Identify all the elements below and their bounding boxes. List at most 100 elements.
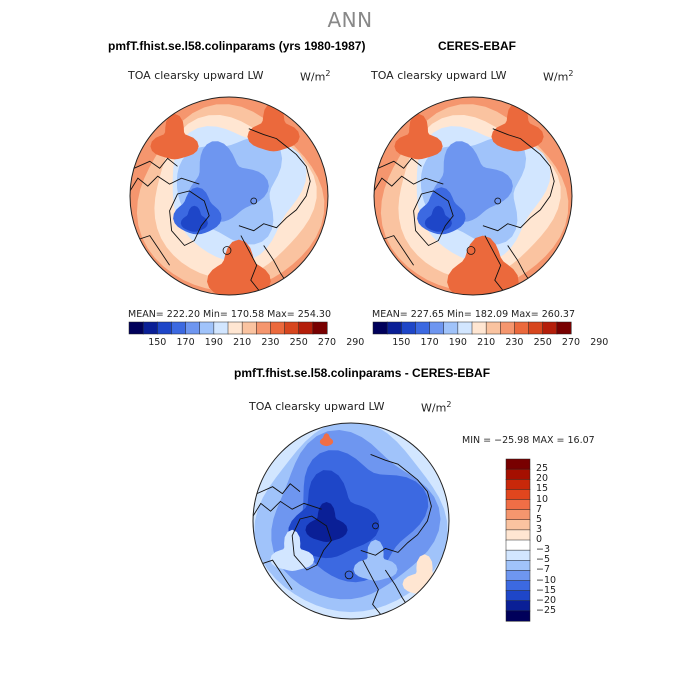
colorbar-tick-label: −7: [536, 564, 551, 576]
panel1-colorbar-ticks: 150 170 190 210 230 250 270 290: [129, 337, 364, 349]
coastline-svalbard: [250, 197, 258, 205]
colorbar-tick-label: 170: [176, 337, 195, 348]
contour-band: [353, 539, 398, 581]
colorbar-tick-label: −5: [536, 554, 551, 566]
coastline-alaska: [377, 157, 422, 169]
colorbar-tick-label: 210: [233, 337, 252, 348]
coastline-iceland: [222, 246, 232, 255]
colorbar-box: [213, 321, 229, 335]
colorbar-box: [505, 610, 531, 622]
colorbar-box: [505, 509, 531, 521]
colorbar-tick-label: 10: [536, 493, 549, 505]
colorbar-box: [157, 321, 172, 335]
coastline-scandinavia: [362, 559, 381, 615]
colorbar-box: [505, 600, 531, 612]
colorbar-tick-label: 190: [204, 337, 223, 348]
colorbar-tick-label: 20: [536, 473, 549, 485]
colorbar-box: [284, 321, 300, 335]
panel3-variable-label: TOA clearsky upward LW: [249, 400, 385, 413]
panel3-polar-map: [252, 422, 450, 620]
colorbar-box: [457, 321, 473, 335]
contour-band: [491, 101, 544, 152]
panel2-colorbar: [372, 321, 572, 335]
contour-band: [319, 433, 334, 447]
coastline-iceland: [344, 570, 354, 580]
contour-band: [305, 502, 348, 542]
coastline-siberia: [360, 453, 432, 556]
colorbar-tick-label: 150: [148, 337, 167, 348]
panel3-colorbar: [505, 458, 531, 622]
panel2-variable-label: TOA clearsky upward LW: [371, 69, 507, 82]
coastline-siberia: [482, 128, 555, 232]
coastline-greenland: [413, 190, 454, 247]
panel1-units: W/m2: [300, 69, 331, 84]
panel2-stats: MEAN= 227.65 Min= 182.09 Max= 260.37: [372, 309, 576, 320]
panel3-units: W/m2: [421, 400, 452, 415]
colorbar-tick-label: −25: [536, 604, 557, 616]
coastline-canada: [374, 175, 444, 192]
colorbar-box: [505, 479, 531, 490]
colorbar-box: [505, 499, 531, 511]
contour-band: [270, 529, 315, 571]
coastline-scandinavia: [484, 235, 504, 291]
colorbar-box: [415, 321, 431, 335]
coastline-hudson: [378, 235, 414, 266]
colorbar-box: [505, 468, 531, 480]
colorbar-box: [128, 321, 144, 335]
contour-band: [394, 113, 443, 160]
colorbar-box: [505, 580, 531, 592]
colorbar-tick-label: 290: [590, 337, 609, 348]
colorbar-box: [227, 321, 243, 335]
colorbar-tick-label: 15: [536, 483, 549, 495]
panel2-units: W/m2: [543, 69, 574, 84]
colorbar-box: [505, 549, 531, 561]
colorbar-box: [298, 321, 314, 335]
colorbar-tick-label: 290: [346, 337, 365, 348]
panel1-stats: MEAN= 222.20 Min= 170.58 Max= 254.30: [128, 309, 332, 320]
colorbar-box: [185, 321, 201, 335]
colorbar-box: [505, 529, 531, 541]
colorbar-tick-label: 150: [392, 337, 411, 348]
panel1-variable-label: TOA clearsky upward LW: [128, 69, 264, 82]
coastline-iceland: [466, 246, 476, 255]
map-boundary: [252, 422, 450, 620]
colorbar-box: [386, 321, 402, 335]
colorbar-tick-label: 190: [448, 337, 467, 348]
panel1-title: pmfT.fhist.se.l58.colinparams (yrs 1980-…: [108, 39, 366, 53]
coastline-svalbard: [372, 522, 379, 530]
coastline-svalbard: [494, 197, 502, 205]
colorbar-tick-label: −3: [536, 544, 551, 556]
panel1-colorbar: [128, 321, 328, 335]
colorbar-tick-label: 7: [536, 503, 543, 515]
colorbar-tick-label: 170: [420, 337, 439, 348]
contour-band: [247, 101, 300, 152]
colorbar-tick-label: 230: [505, 337, 524, 348]
colorbar-tick-label: 230: [261, 337, 280, 348]
colorbar-box: [505, 560, 531, 571]
colorbar-box: [556, 321, 572, 335]
colorbar-box: [505, 539, 531, 551]
colorbar-tick-label: −10: [536, 574, 557, 586]
coastline-greenland: [169, 190, 210, 247]
coastline-alaska: [256, 483, 301, 495]
coastline-greenland: [291, 515, 332, 571]
colorbar-box: [372, 321, 388, 335]
colorbar-tick-label: 250: [289, 337, 308, 348]
colorbar-box: [312, 321, 328, 335]
colorbar-box: [256, 321, 271, 335]
colorbar-box: [199, 321, 215, 335]
coastline-canada: [130, 175, 200, 192]
colorbar-tick-label: −15: [536, 584, 557, 596]
colorbar-box: [142, 321, 158, 335]
colorbar-tick-label: 270: [561, 337, 581, 348]
colorbar-box: [171, 321, 187, 335]
colorbar-tick-label: 25: [536, 463, 549, 475]
colorbar-box: [528, 321, 544, 335]
colorbar-tick-label: −20: [536, 594, 557, 606]
panel2-title: CERES-EBAF: [438, 39, 517, 53]
colorbar-tick-label: 5: [536, 513, 543, 525]
colorbar-tick-label: 0: [536, 534, 543, 545]
coastline-scandinavia: [240, 235, 260, 291]
panel2-polar-map: [373, 96, 573, 296]
colorbar-box: [505, 570, 531, 582]
